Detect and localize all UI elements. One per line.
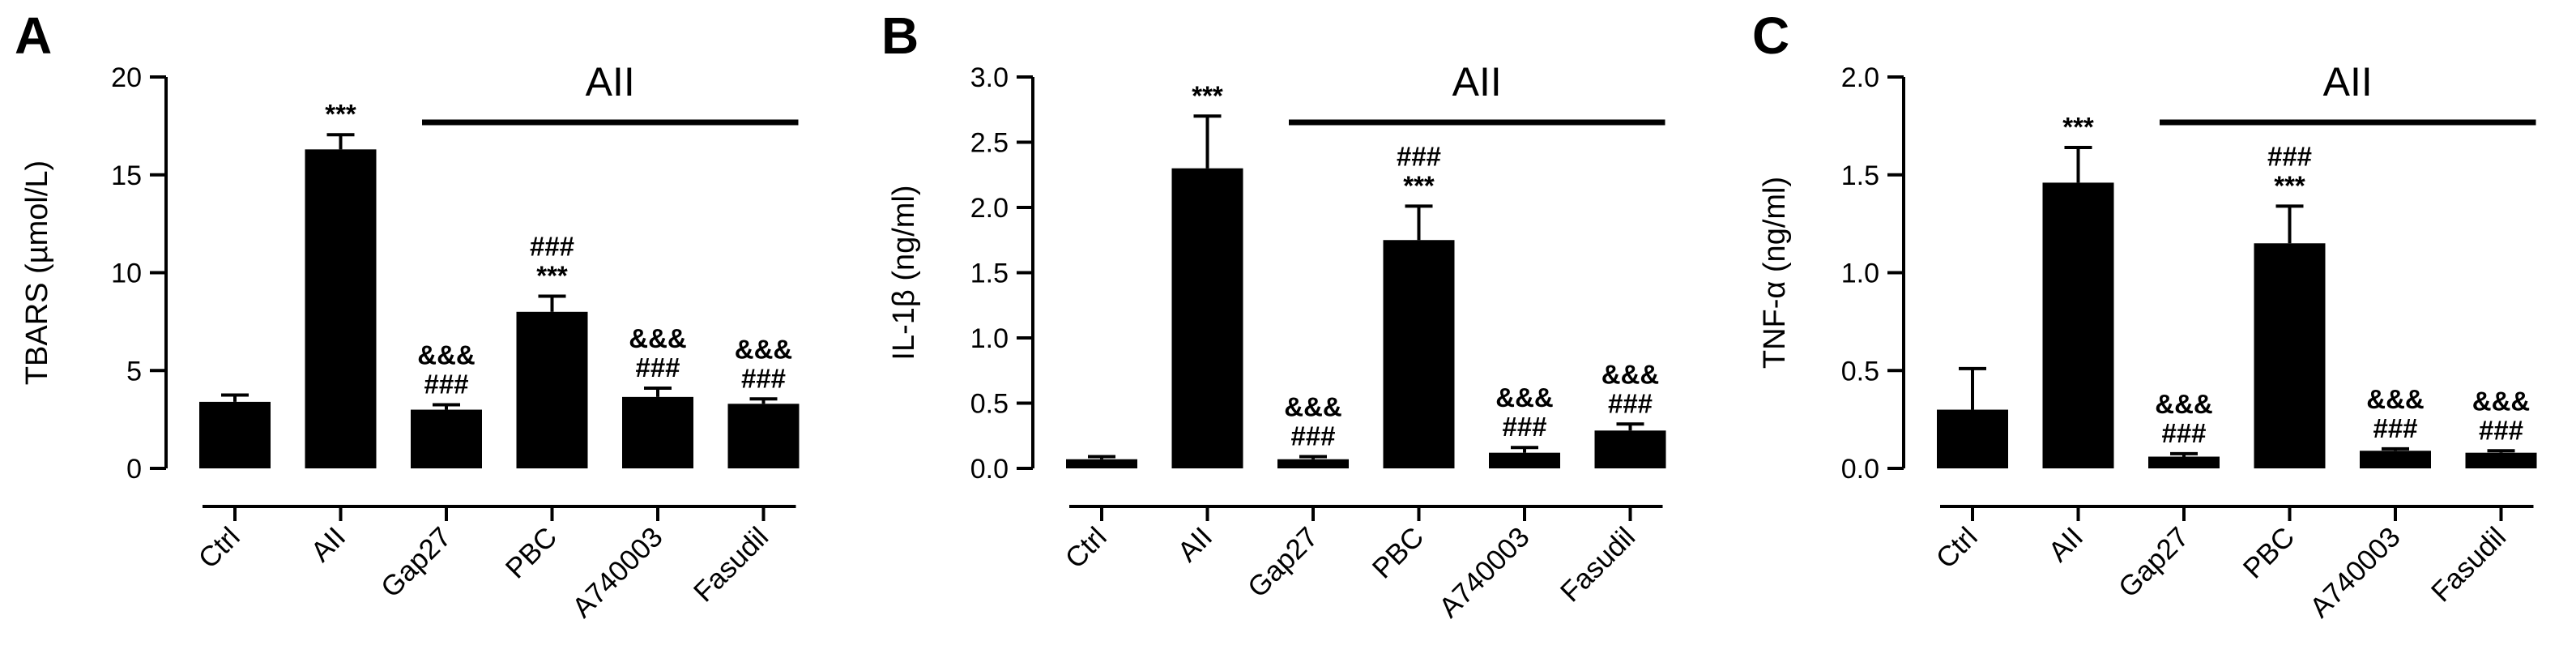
significance-marker: *** <box>1192 80 1223 110</box>
bar-pbc <box>2254 243 2326 468</box>
significance-marker: ### <box>1397 141 1441 171</box>
bar-a740003 <box>1489 452 1560 468</box>
panel-a: A 0 5 10 15 20 TBARS (µmol/L) Ctrl AII *** Gap27 &&… <box>15 6 800 624</box>
group-label: AII <box>1452 59 1502 105</box>
category-label: AII <box>2042 521 2089 568</box>
significance-marker: ### <box>2267 141 2312 171</box>
bar-a740003 <box>2360 451 2431 468</box>
y-tick-label: 15 <box>111 160 142 191</box>
y-tick-label: 0.0 <box>1841 454 1879 485</box>
bar-ctrl <box>199 401 271 468</box>
category-label: Gap27 <box>375 521 458 604</box>
bar-pbc <box>1383 240 1455 468</box>
category-label: Fasudil <box>688 521 774 608</box>
y-tick-label: 10 <box>111 258 142 289</box>
bar-a740003 <box>622 396 693 468</box>
significance-marker: ### <box>530 231 574 261</box>
significance-marker: ### <box>424 370 468 400</box>
bar-ctrl <box>1937 409 2008 468</box>
category-label: AII <box>1171 521 1218 568</box>
group-label: AII <box>2323 59 2373 105</box>
category-label: Gap27 <box>1242 521 1324 604</box>
significance-marker: *** <box>325 99 356 129</box>
panel-b: B 0.0 0.5 1.0 1.5 2.0 2.5 3.0 IL-1β (ng/ml) Ctrl A… <box>881 6 1666 624</box>
y-tick-label: 2.0 <box>1841 62 1879 93</box>
y-tick-label: 5 <box>126 356 142 387</box>
bar-gap27 <box>411 409 482 468</box>
y-tick-label: 0.5 <box>970 389 1009 420</box>
significance-marker: ### <box>2161 418 2206 448</box>
bar-gap27 <box>1277 459 1349 468</box>
category-label: PBC <box>2237 521 2301 584</box>
significance-marker: *** <box>1403 170 1435 200</box>
category-label: A740003 <box>2304 521 2407 624</box>
bar-pbc <box>516 311 588 468</box>
significance-marker: ### <box>1290 421 1335 451</box>
bar-aii <box>1171 168 1243 468</box>
y-tick-label: 1.0 <box>970 323 1009 354</box>
y-tick-label: 2.5 <box>970 128 1009 159</box>
y-tick-label: 2.0 <box>970 193 1009 224</box>
category-label: AII <box>305 521 352 568</box>
bar-gap27 <box>2148 456 2220 468</box>
panel-letter: C <box>1752 6 1789 65</box>
y-axis-title: TNF-α (ng/ml) <box>1758 177 1792 369</box>
significance-marker: &&& <box>1601 359 1660 389</box>
category-label: Fasudil <box>2425 521 2512 608</box>
significance-marker: &&& <box>2472 386 2531 416</box>
panel-letter: A <box>15 6 52 65</box>
significance-marker: ### <box>741 363 786 393</box>
group-label: AII <box>586 59 635 105</box>
y-tick-label: 0.5 <box>1841 356 1879 387</box>
bar-fasudil <box>2465 452 2537 468</box>
panel-letter: B <box>881 6 919 65</box>
y-tick-label: 0.0 <box>970 454 1009 485</box>
y-tick-label: 20 <box>111 62 142 93</box>
y-tick-label: 3.0 <box>970 62 1009 93</box>
significance-marker: &&& <box>1495 382 1554 412</box>
category-label: A740003 <box>566 521 669 624</box>
category-label: A740003 <box>1433 521 1536 624</box>
bar-fasudil <box>727 404 800 468</box>
significance-marker: ### <box>1608 388 1653 418</box>
y-tick-label: 1.5 <box>1841 160 1879 191</box>
bar-aii <box>2042 182 2114 468</box>
significance-marker: ### <box>635 352 680 382</box>
bar-aii <box>305 149 377 469</box>
significance-marker: &&& <box>735 334 793 364</box>
category-label: PBC <box>1367 521 1430 584</box>
significance-marker: ### <box>1502 412 1546 442</box>
significance-marker: ### <box>2479 415 2523 445</box>
y-axis-title: TBARS (µmol/L) <box>20 160 54 385</box>
significance-marker: *** <box>536 260 568 290</box>
significance-marker: &&& <box>417 340 476 370</box>
significance-marker: &&& <box>2366 384 2425 414</box>
category-label: Fasudil <box>1555 521 1641 608</box>
significance-marker: &&& <box>2155 389 2213 419</box>
y-tick-label: 1.5 <box>970 258 1009 289</box>
category-label: PBC <box>500 521 563 584</box>
category-label: Gap27 <box>2113 521 2195 604</box>
significance-marker: ### <box>2373 413 2417 443</box>
significance-marker: &&& <box>1284 392 1342 422</box>
category-label: Ctrl <box>1930 521 1984 575</box>
y-tick-label: 1.0 <box>1841 258 1879 289</box>
bar-ctrl <box>1066 459 1137 468</box>
category-label: Ctrl <box>1060 521 1113 575</box>
y-tick-label: 0 <box>126 454 142 485</box>
significance-marker: &&& <box>629 323 687 353</box>
significance-marker: *** <box>2274 170 2305 200</box>
y-axis-title: IL-1β (ng/ml) <box>887 185 921 360</box>
significance-marker: *** <box>2062 112 2094 142</box>
panel-c: C 0.0 0.5 1.0 1.5 2.0 TNF-α (ng/ml) Ctrl AII *** G… <box>1752 6 2537 624</box>
bar-fasudil <box>1594 430 1666 468</box>
category-label: Ctrl <box>193 521 246 575</box>
